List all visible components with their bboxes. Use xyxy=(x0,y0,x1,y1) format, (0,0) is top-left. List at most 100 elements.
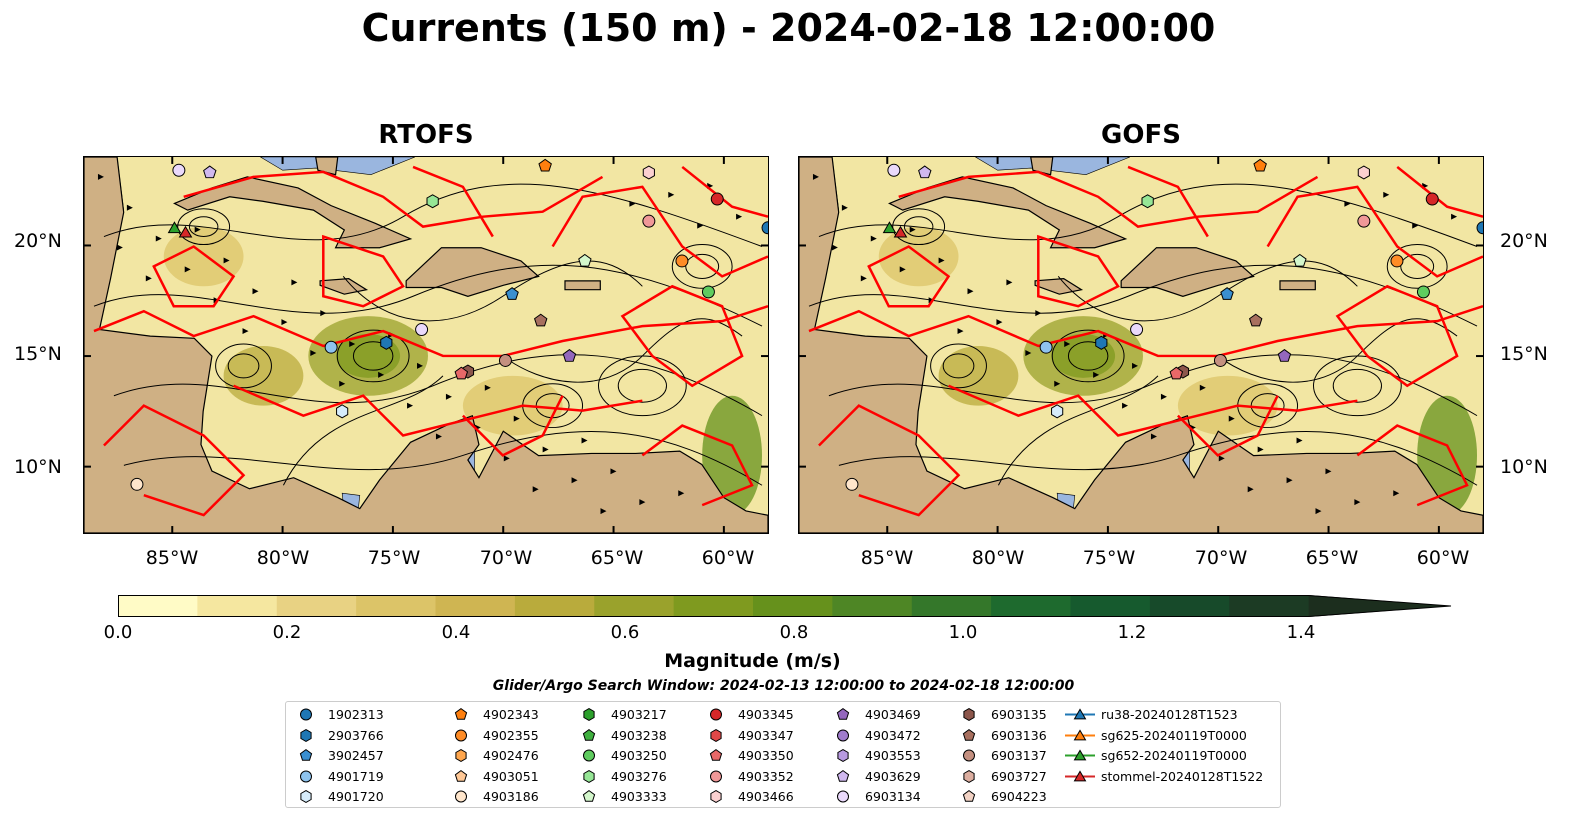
streamline-arrow xyxy=(194,226,201,233)
float-marker-4901719[interactable] xyxy=(1039,340,1053,354)
eddy-streamline xyxy=(336,329,410,383)
float-marker-2903766[interactable] xyxy=(380,335,393,350)
float-marker-6903137[interactable] xyxy=(1213,354,1227,367)
float-marker-1902313[interactable] xyxy=(761,221,768,235)
legend-label: 6904223 xyxy=(991,789,1047,804)
lon-label-left-75: 75°W xyxy=(367,547,421,569)
legend-label: 4903352 xyxy=(738,768,794,784)
float-marker-4901720[interactable] xyxy=(1051,404,1064,419)
legend-label: 4903186 xyxy=(483,789,539,804)
streamline-arrow xyxy=(639,499,646,506)
eddy-streamline xyxy=(227,353,260,379)
float-marker-4903350[interactable] xyxy=(1169,366,1184,380)
float-marker-3902457[interactable] xyxy=(1220,287,1234,300)
float-marker-4902343[interactable] xyxy=(538,158,552,172)
current-speed-patch xyxy=(462,375,563,436)
glider-marker-sg652-20240119T0000[interactable] xyxy=(167,221,182,234)
float-marker-4903469[interactable] xyxy=(1277,348,1292,362)
lon-label-left-70: 70°W xyxy=(479,547,533,569)
float-marker-4902355[interactable] xyxy=(1390,254,1404,268)
float-marker-4903352[interactable] xyxy=(642,214,656,228)
glider-marker-stommel-20240128T1522[interactable] xyxy=(178,225,193,238)
legend-label: 4903469 xyxy=(865,707,921,722)
float-marker-4903469[interactable] xyxy=(562,348,577,362)
colorbar-segment xyxy=(832,595,913,617)
eddy-streamline xyxy=(352,341,394,371)
float-marker-4903186[interactable] xyxy=(130,477,144,491)
streamline-arrow xyxy=(600,508,607,515)
colorbar-segment xyxy=(594,595,675,617)
float-marker-6903134[interactable] xyxy=(415,323,429,336)
glider-marker-sg652-20240119T0000[interactable] xyxy=(882,221,897,234)
float-marker-4903186[interactable] xyxy=(845,477,859,491)
glider-marker-stommel-20240128T1522[interactable] xyxy=(893,225,908,238)
float-marker-4903345[interactable] xyxy=(1425,192,1439,206)
streamline xyxy=(838,431,1478,486)
float-marker-4902355[interactable] xyxy=(675,254,689,268)
float-track xyxy=(818,404,961,517)
float-marker-4903250[interactable] xyxy=(1416,285,1430,299)
float-marker-6903136[interactable] xyxy=(1248,313,1263,327)
float-marker-6903134[interactable] xyxy=(887,163,901,177)
float-track xyxy=(620,284,744,388)
float-marker-4903250[interactable] xyxy=(701,285,715,299)
legend-label: 6903136 xyxy=(991,727,1047,743)
float-marker-4903276[interactable] xyxy=(426,194,439,209)
map-panel-gofs[interactable] xyxy=(798,156,1484,534)
lon-label-right-85: 85°W xyxy=(860,547,914,569)
float-marker-4903276[interactable] xyxy=(1141,194,1154,209)
search-window-caption: Glider/Argo Search Window: 2024-02-13 12… xyxy=(492,678,1075,694)
float-marker-4901719[interactable] xyxy=(324,340,338,354)
legend-label: stommel-20240128T1522 xyxy=(1101,768,1264,784)
streamline-arrow xyxy=(445,393,452,400)
legend-marker-pentagon xyxy=(299,748,313,761)
streamline-arrow xyxy=(1257,446,1264,453)
streamline-arrow xyxy=(581,437,588,444)
legend-label: sg652-20240119T0000 xyxy=(1101,748,1247,763)
float-track xyxy=(1177,395,1279,457)
hispaniola-land xyxy=(405,247,540,297)
float-marker-4903466[interactable] xyxy=(642,165,655,180)
float-marker-2903766[interactable] xyxy=(1095,335,1108,350)
float-marker-4903345[interactable] xyxy=(710,192,724,206)
float-marker-4902343[interactable] xyxy=(1253,158,1267,172)
map-panel-rtofs[interactable] xyxy=(83,156,769,534)
float-track xyxy=(681,165,768,218)
float-marker-4903629[interactable] xyxy=(918,165,932,179)
float-marker-6903136[interactable] xyxy=(533,313,548,327)
lon-label-right-60: 60°W xyxy=(1416,547,1470,569)
float-track xyxy=(641,424,754,507)
streamline-arrow xyxy=(1006,279,1013,286)
float-marker-4903466[interactable] xyxy=(1357,165,1370,180)
float-marker-4901720[interactable] xyxy=(336,404,349,419)
float-marker-4903333[interactable] xyxy=(578,253,592,267)
float-marker-1902313[interactable] xyxy=(1476,221,1483,235)
float-marker-4903629[interactable] xyxy=(203,165,217,179)
colorbar-segment xyxy=(1149,595,1230,617)
float-marker-6903134[interactable] xyxy=(172,163,186,177)
legend-marker-pentagon xyxy=(836,769,850,782)
float-marker-4903352[interactable] xyxy=(1357,214,1371,228)
float-marker-3902457[interactable] xyxy=(505,287,519,300)
float-marker-6903137[interactable] xyxy=(498,354,512,367)
streamline-arrow xyxy=(1064,341,1071,347)
legend-label: 4902476 xyxy=(483,748,539,763)
streamline-arrow xyxy=(407,402,414,409)
float-marker-4903333[interactable] xyxy=(1293,253,1307,267)
streamline-arrow xyxy=(812,173,819,180)
current-speed-patch xyxy=(163,226,244,287)
atlantic-water xyxy=(259,157,416,176)
lat-label-right-10: 10°N xyxy=(1500,456,1548,478)
streamline xyxy=(1057,260,1358,322)
float-marker-6903134[interactable] xyxy=(1130,323,1144,336)
lon-label-left-65: 65°W xyxy=(590,547,644,569)
eddy-streamline xyxy=(215,343,272,389)
legend-marker-triangle xyxy=(1065,749,1095,761)
legend-marker-hexagon xyxy=(963,769,975,783)
float-marker-4903350[interactable] xyxy=(454,366,469,380)
puerto-rico-land xyxy=(1279,280,1316,291)
streamline-arrow xyxy=(1354,499,1361,506)
streamline-arrow xyxy=(97,173,104,180)
eddy-streamline xyxy=(177,208,231,246)
streamline-arrow xyxy=(938,257,945,264)
